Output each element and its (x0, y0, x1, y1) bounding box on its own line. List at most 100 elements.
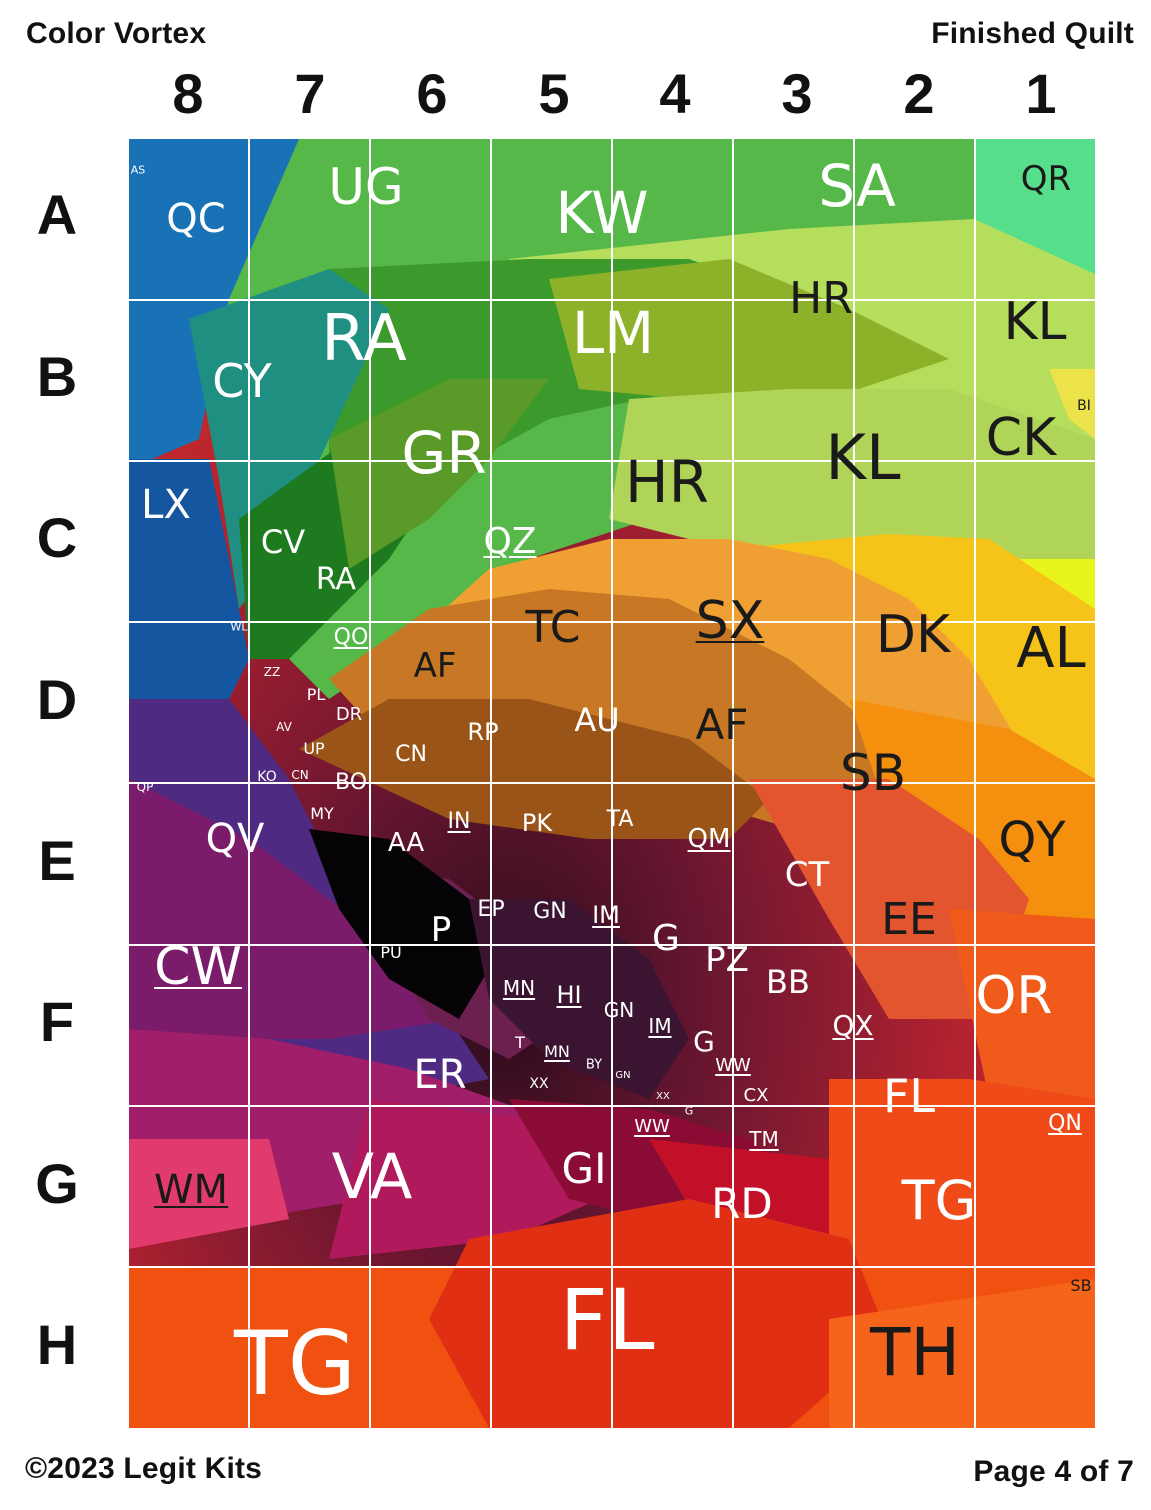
color-code-label: QZ (483, 521, 537, 562)
patch-fl (429, 1199, 889, 1428)
color-code-label: G (684, 1104, 694, 1118)
color-code-label: QN (1048, 1111, 1082, 1136)
patch-gr (329, 379, 549, 569)
patch-th (829, 1279, 1095, 1428)
patch-hr-kl (609, 389, 1095, 659)
color-code-label: GR (401, 419, 487, 487)
color-code-label: AV (276, 720, 292, 734)
color-code-label: KW (555, 179, 649, 247)
color-code-label: GI (561, 1144, 607, 1193)
color-code-label: WL (230, 620, 248, 634)
color-code-label: SB (1070, 1276, 1092, 1295)
row-label-f: F (39, 990, 75, 1053)
color-code-label: MN (544, 1042, 570, 1061)
color-code-label: QX (832, 1009, 874, 1042)
color-code-label: BB (766, 963, 810, 1001)
row-label-a: A (36, 183, 78, 246)
color-code-label: PU (380, 943, 402, 962)
color-code-label: TH (870, 1314, 960, 1391)
color-code-label: KO (257, 769, 277, 785)
color-code-label: AU (574, 701, 620, 739)
color-code-label: HR (625, 448, 709, 516)
color-code-label: RD (711, 1179, 773, 1228)
patch-bi (1049, 369, 1095, 439)
column-number-4: 4 (659, 62, 691, 125)
color-code-label: G (693, 1025, 715, 1058)
patch-va (329, 1099, 599, 1259)
color-code-label: WW (634, 1116, 670, 1137)
color-code-label: CN (291, 768, 309, 782)
color-code-label: UP (303, 739, 325, 758)
color-code-label: QC (166, 196, 226, 242)
color-code-label: QY (998, 812, 1066, 868)
color-code-label: AL (1016, 616, 1086, 681)
column-number-2: 2 (903, 62, 935, 125)
color-code-label: WM (153, 1167, 229, 1213)
color-code-label: CX (743, 1085, 769, 1106)
column-number-7: 7 (294, 62, 326, 125)
color-code-label: TG (234, 1312, 356, 1415)
color-code-label: OR (975, 966, 1053, 1026)
color-code-label: CY (212, 354, 272, 408)
color-code-label: TG (901, 1169, 977, 1232)
color-code-label: ER (413, 1052, 467, 1098)
column-number-1: 1 (1025, 62, 1057, 125)
color-code-label: RP (467, 718, 499, 746)
color-code-label: QM (687, 824, 731, 854)
column-number-5: 5 (538, 62, 570, 125)
quilt-color-map (129, 139, 1095, 1428)
color-code-label: FL (882, 1069, 936, 1123)
color-code-label: IN (447, 809, 471, 834)
color-code-label: IM (648, 1014, 672, 1038)
color-code-label: IM (592, 901, 620, 929)
color-code-label: XX (656, 1091, 670, 1102)
color-code-label: SB (839, 744, 907, 802)
header-left-title: Color Vortex (26, 17, 207, 50)
color-code-label: QP (136, 780, 154, 794)
color-code-label: TA (606, 807, 634, 832)
patch-ct (749, 779, 1029, 1019)
color-code-label: AS (130, 163, 146, 177)
patch-rp (299, 699, 769, 839)
color-code-label: MY (310, 804, 334, 823)
color-code-label: QO (333, 625, 369, 650)
color-code-label: WW (715, 1055, 751, 1076)
color-code-label: SA (818, 152, 896, 220)
color-code-label: KL (825, 421, 901, 494)
color-code-label: CV (260, 523, 306, 561)
color-code-label: CW (154, 937, 242, 997)
color-code-label: AA (387, 828, 425, 858)
patch-qc (129, 139, 299, 469)
row-label-c: C (36, 506, 78, 569)
footer-copyright: ©2023 Legit Kits (25, 1452, 263, 1485)
patch-or (949, 909, 1095, 1099)
color-code-label: UG (328, 158, 404, 216)
column-number-3: 3 (781, 62, 813, 125)
column-number-8: 8 (172, 62, 204, 125)
header-right-title: Finished Quilt (931, 17, 1134, 50)
patch-lm (549, 259, 949, 399)
row-label-g: G (35, 1152, 79, 1215)
quilt-diagram: AS QC UG KW SA QR RA CY LM HR KL BI GR HR KL CK LX CV RA QZ… (129, 139, 1095, 1428)
color-code-label: KL (1003, 292, 1067, 352)
patch-cy (189, 269, 389, 609)
row-label-h: H (36, 1313, 78, 1376)
color-code-label: ZZ (263, 665, 281, 679)
color-code-label: CT (784, 855, 830, 895)
color-code-label: XX (529, 1076, 549, 1092)
color-code-label: T (515, 1033, 525, 1052)
color-code-label: SX (695, 591, 765, 651)
patch-dark-center (469, 899, 689, 1099)
color-code-label: GN (603, 998, 635, 1022)
color-code-label: DK (875, 605, 951, 665)
color-code-label: PL (306, 685, 326, 704)
color-code-label: FL (559, 1271, 655, 1369)
color-code-label: CN (395, 742, 427, 767)
color-code-label: RA (315, 562, 357, 597)
color-code-label: TC (525, 602, 581, 653)
row-label-b: B (36, 345, 78, 408)
color-code-label: TM (749, 1127, 779, 1151)
quilt-grid (129, 139, 1095, 1428)
row-label-d: D (36, 668, 78, 731)
footer-page-number: Page 4 of 7 (973, 1455, 1134, 1488)
